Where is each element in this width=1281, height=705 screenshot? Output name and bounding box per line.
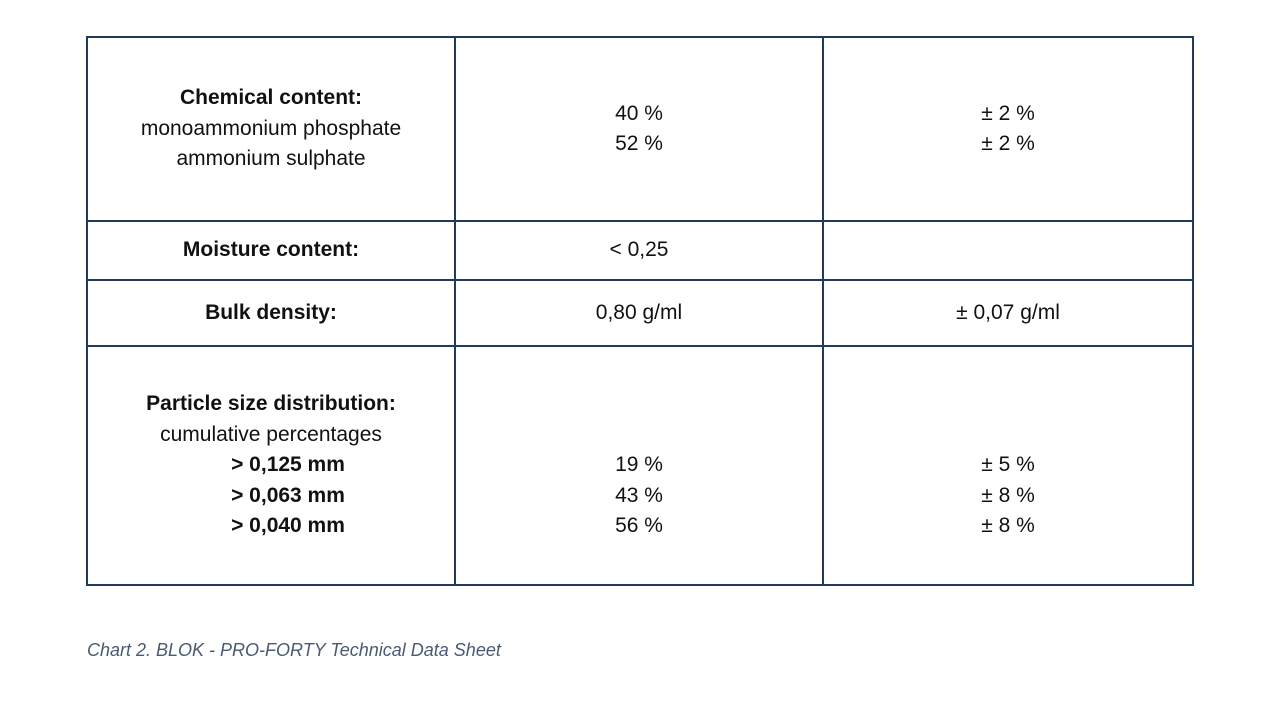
particle-size-value-cell: 19 % 43 % 56 % (454, 345, 824, 586)
spacer (456, 420, 822, 451)
spacer (824, 389, 1192, 420)
moisture-content-value: < 0,25 (609, 238, 669, 262)
size-0063-label: > 0,063 mm (231, 483, 345, 507)
size-0063-value: 43 % (615, 483, 663, 507)
spacer (824, 420, 1192, 451)
monoammonium-phosphate-value: 40 % (615, 101, 663, 125)
bulk-density-label: Bulk density: (205, 300, 337, 324)
bulk-density-tolerance-cell: ± 0,07 g/ml (822, 279, 1194, 347)
size-0040-value: 56 % (615, 514, 663, 538)
spacer (456, 389, 822, 420)
moisture-content-label: Moisture content: (182, 238, 360, 262)
ammonium-sulphate-label: ammonium sulphate (176, 147, 366, 171)
technical-data-table: Chemical content: monoammonium phosphate… (86, 36, 1194, 586)
ammonium-sulphate-value: 52 % (615, 132, 663, 155)
moisture-content-label-cell: Moisture content: (86, 220, 456, 281)
table-caption: Chart 2. BLOK - PRO-FORTY Technical Data… (87, 640, 501, 660)
ammonium-sulphate-tolerance: ± 2 % (981, 132, 1035, 155)
particle-size-label-cell: Particle size distribution: cumulative p… (86, 345, 456, 586)
size-0125-value: 19 % (615, 453, 663, 477)
bulk-density-tolerance: ± 0,07 g/ml (956, 300, 1060, 324)
moisture-content-value-cell: < 0,25 (454, 220, 824, 281)
chemical-content-label-cell: Chemical content: monoammonium phosphate… (86, 36, 456, 222)
bulk-density-label-cell: Bulk density: (86, 279, 456, 347)
table-row-chemical-content: Chemical content: monoammonium phosphate… (86, 36, 1194, 222)
cumulative-percentages-label: cumulative percentages (160, 422, 382, 446)
particle-size-label: Particle size distribution: (146, 392, 396, 416)
particle-size-tolerance-cell: ± 5 % ± 8 % ± 8 % (822, 345, 1194, 586)
table-row-moisture-content: Moisture content: < 0,25 (86, 220, 1194, 281)
size-0040-label: > 0,040 mm (231, 514, 345, 538)
chemical-content-tolerance-cell: ± 2 % ± 2 % (822, 36, 1194, 222)
size-0063-tolerance: ± 8 % (981, 483, 1035, 507)
table-row-particle-size: Particle size distribution: cumulative p… (86, 345, 1194, 586)
table-row-bulk-density: Bulk density: 0,80 g/ml ± 0,07 g/ml (86, 279, 1194, 347)
monoammonium-phosphate-tolerance: ± 2 % (981, 101, 1035, 125)
moisture-content-tolerance-cell (822, 220, 1194, 281)
size-0125-tolerance: ± 5 % (981, 453, 1035, 477)
chemical-content-value-cell: 40 % 52 % (454, 36, 824, 222)
bulk-density-value: 0,80 g/ml (595, 300, 683, 324)
monoammonium-phosphate-label: monoammonium phosphate (140, 116, 402, 140)
size-0125-label: > 0,125 mm (231, 453, 345, 477)
bulk-density-value-cell: 0,80 g/ml (454, 279, 824, 347)
size-0040-tolerance: ± 8 % (981, 514, 1035, 538)
chemical-content-label: Chemical content: (179, 86, 363, 110)
